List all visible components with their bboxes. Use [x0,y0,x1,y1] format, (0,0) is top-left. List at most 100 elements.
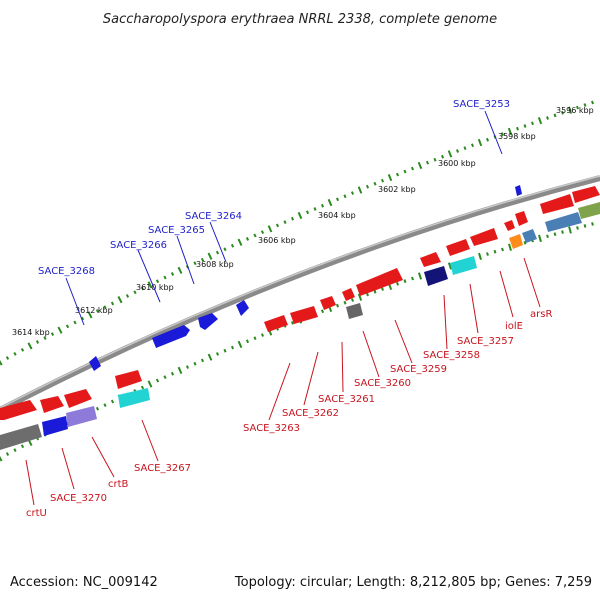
gene-label: SACE_3270 [50,493,107,504]
major-tick [478,252,482,260]
minor-tick [523,240,527,245]
gene-arrow [198,313,218,330]
minor-tick [470,143,475,148]
minor-tick [403,169,407,174]
gene-arrow [540,194,574,214]
minor-tick [253,233,257,238]
gene-label: SACE_3264 [185,211,242,222]
minor-tick [411,276,414,281]
minor-tick [350,298,355,302]
reverse-strand-genes [0,186,600,450]
major-tick [508,243,512,251]
minor-tick [396,281,399,286]
minor-tick [410,166,415,171]
minor-tick [155,279,160,284]
minor-tick [140,286,145,291]
leader-line [341,341,344,393]
leader-line [209,221,227,263]
genome-backbone-highlight [0,175,600,409]
label-leader-lines [25,110,541,506]
minor-tick [583,224,587,228]
minor-tick [65,324,70,329]
minor-tick [463,146,467,150]
major-tick [327,198,333,207]
minor-tick [5,356,10,360]
major-tick [207,252,213,260]
gene-arrow [424,266,448,286]
gene-arrow [42,416,68,436]
forward-strand-genes [89,185,522,371]
major-tick [447,262,453,270]
leader-line [523,257,541,308]
major-tick [0,359,3,366]
major-tick [568,226,572,234]
minor-tick [576,226,579,230]
minor-tick [95,309,100,313]
gene-arrow [236,300,249,316]
minor-tick [155,378,160,383]
gene-arrow [40,396,64,413]
gene-arrow [118,388,150,408]
gene-arrow [264,315,288,332]
minor-tick [591,222,594,226]
minor-tick [20,348,25,352]
leader-line [268,362,291,421]
minor-tick [125,294,130,298]
gene-label: SACE_3265 [148,225,205,236]
minor-tick [373,181,377,186]
gene-label: SACE_3266 [110,240,167,251]
major-tick [357,293,363,301]
outer-gene-labels: SACE_3253 SACE_3264 SACE_3265 SACE_3266 … [38,99,510,277]
minor-tick [50,332,55,336]
minor-tick [335,303,340,308]
kbp-label: 3598 kbp [498,132,536,141]
minor-tick [215,250,220,255]
minor-tick [260,333,265,337]
minor-tick [13,352,17,356]
gene-arrow [572,186,600,203]
minor-tick [500,132,505,136]
minor-tick [365,184,370,189]
kbp-label: 3608 kbp [196,260,234,269]
minor-tick [5,452,10,456]
minor-tick [245,339,250,344]
gene-label: SACE_3261 [318,394,375,405]
gene-label: SACE_3263 [243,423,300,434]
minor-tick [553,232,557,236]
minor-tick [381,287,384,291]
major-tick [87,311,93,319]
minor-tick [583,103,587,107]
major-tick [117,296,123,304]
major-tick [477,138,483,147]
leader-line [303,351,319,406]
minor-tick [425,160,430,165]
leader-line [443,294,448,350]
minor-tick [35,340,40,344]
minor-tick [230,243,235,248]
gene-arrow [509,234,523,249]
leader-line [25,459,35,506]
leader-line [91,436,115,478]
gene-arrow [89,356,101,371]
gene-label: SACE_3267 [134,463,191,474]
leader-line [362,330,380,378]
gene-arrow [515,211,528,226]
minor-tick [343,300,347,305]
minor-tick [290,321,295,325]
leader-line [141,419,159,462]
minor-tick [493,249,497,254]
gene-arrow [356,268,403,296]
minor-tick [523,124,527,128]
minor-tick [223,247,227,252]
minor-tick [215,352,220,356]
minor-tick [455,149,460,153]
kbp-label: 3606 kbp [258,236,296,245]
leader-line [469,283,479,334]
minor-tick [193,261,197,266]
gene-label: SACE_3257 [457,336,514,347]
major-tick [537,116,543,125]
minor-tick [170,371,175,376]
major-tick [0,455,3,462]
minor-tick [245,236,250,241]
minor-tick [320,203,325,208]
